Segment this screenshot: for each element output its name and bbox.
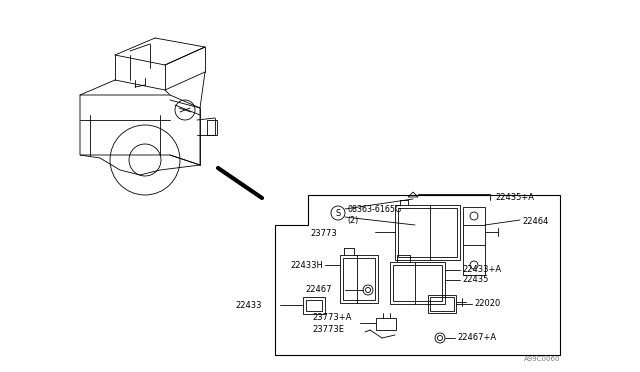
Text: 22467: 22467 xyxy=(305,285,332,295)
Text: A99C0060: A99C0060 xyxy=(524,356,560,362)
Text: 22020: 22020 xyxy=(474,299,500,308)
Text: 23773: 23773 xyxy=(310,230,337,238)
Bar xyxy=(390,262,445,304)
Text: 22433: 22433 xyxy=(235,301,262,310)
Bar xyxy=(207,120,217,135)
Bar xyxy=(306,300,322,311)
Bar xyxy=(463,207,485,275)
Text: 22433H: 22433H xyxy=(290,260,323,269)
Bar xyxy=(430,297,454,311)
Bar xyxy=(398,208,457,257)
Text: 08363-6165G: 08363-6165G xyxy=(347,205,401,215)
Text: 22464: 22464 xyxy=(522,218,548,227)
Bar xyxy=(376,318,396,330)
Text: 22433+A: 22433+A xyxy=(462,266,501,275)
Bar xyxy=(428,295,456,313)
Text: 23773+A: 23773+A xyxy=(312,314,351,323)
Bar xyxy=(395,205,460,260)
Text: 22435: 22435 xyxy=(462,276,488,285)
Bar xyxy=(343,258,375,300)
Bar xyxy=(393,265,442,301)
Text: (2): (2) xyxy=(347,215,358,224)
Text: 22435+A: 22435+A xyxy=(495,192,534,202)
Bar xyxy=(303,297,325,314)
Text: S: S xyxy=(335,208,340,218)
Text: 23773E: 23773E xyxy=(312,326,344,334)
Bar xyxy=(340,255,378,303)
Text: 22467+A: 22467+A xyxy=(457,334,496,343)
